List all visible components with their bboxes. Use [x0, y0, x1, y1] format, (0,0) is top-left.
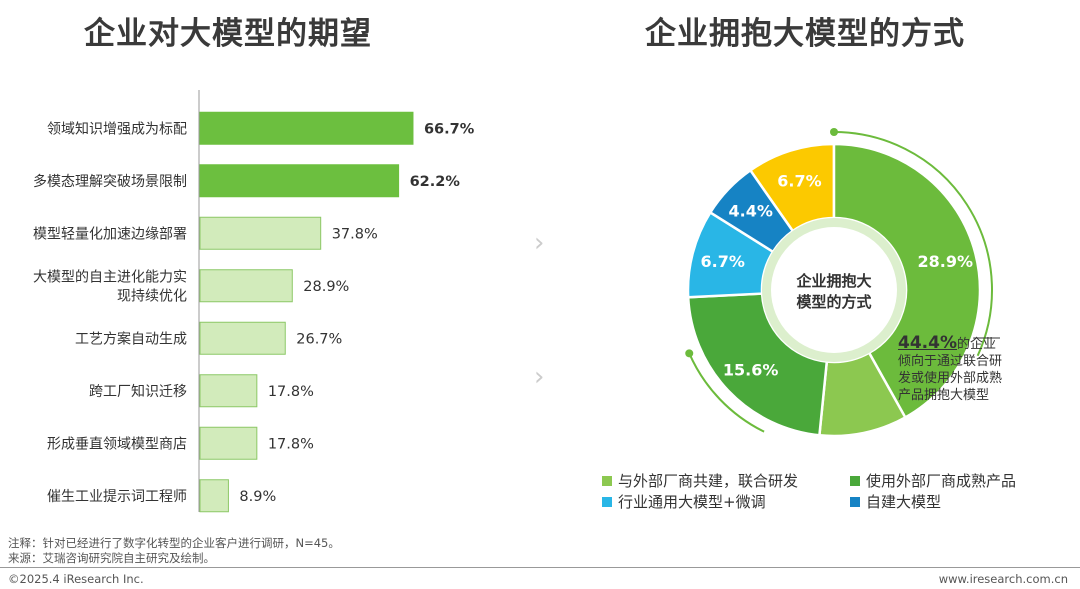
bar — [199, 111, 414, 145]
bar — [199, 164, 400, 198]
category-label: 跨工厂知识迁移 — [89, 383, 187, 400]
footer-divider — [0, 567, 1080, 568]
legend-swatch — [602, 475, 612, 486]
slice-label: 6.7% — [777, 171, 821, 190]
center-disk — [771, 227, 897, 353]
category-label: 形成垂直领域模型商店 — [47, 435, 187, 452]
source-text: 来源：艾瑞咨询研究院自主研究及绘制。 — [8, 551, 215, 565]
slice-label: 4.4% — [728, 202, 772, 221]
legend-item: 使用外部厂商成熟产品 — [850, 470, 1016, 491]
bar-value-label: 62.2% — [410, 174, 461, 190]
bar-value-label: 28.9% — [303, 279, 349, 295]
note-text: 注释：针对已经进行了数字化转型的企业客户进行调研，N=45。 — [8, 536, 340, 550]
bar-value-label: 17.8% — [268, 436, 314, 452]
chevron-right-icon: › — [534, 362, 545, 392]
donut-center-label: 模型的方式 — [796, 293, 871, 311]
category-label: 领域知识增强成为标配 — [47, 120, 187, 137]
copyright-text: ©2025.4 iResearch Inc. — [8, 572, 144, 586]
legend-swatch — [602, 496, 612, 507]
bar-value-label: 37.8% — [332, 226, 378, 242]
left-chart-title: 企业对大模型的期望 — [84, 16, 372, 52]
legend-swatch — [850, 475, 860, 486]
donut-slice — [686, 292, 829, 437]
legend-label: 行业通用大模型+微调 — [618, 493, 766, 511]
decorative-arc — [833, 131, 993, 357]
legend-label: 与外部厂商共建，联合研发 — [618, 472, 799, 490]
decorative-dot — [830, 128, 838, 136]
chevron-right-icon: › — [534, 228, 545, 258]
bar — [199, 374, 258, 408]
bar — [199, 269, 293, 303]
bar-value-label: 26.7% — [296, 331, 342, 347]
category-label: 工艺方案自动生成 — [75, 330, 187, 347]
bar-value-label: 8.9% — [239, 489, 276, 505]
bar — [199, 321, 286, 355]
donut-center-label: 企业拥抱大 — [795, 272, 871, 290]
legend-item: 自建大模型 — [850, 491, 941, 512]
donut-callout: 44.4%的企业倾向于通过联合研发或使用外部成熟产品拥抱大模型 — [898, 335, 1008, 404]
category-label: 大模型的自主进化能力实 — [33, 269, 187, 285]
expectation-bar-chart: 66.7% 领域知识增强成为标配 62.2% 多模态理解突破场景限制 37.8% 模型轻量… — [33, 90, 475, 513]
chart-notes: 注释：针对已经进行了数字化转型的企业客户进行调研，N=45。 来源：艾瑞咨询研究… — [8, 536, 340, 566]
callout-value: 44.4% — [898, 333, 957, 353]
legend-item: 行业通用大模型+微调 — [602, 491, 766, 512]
bar — [199, 216, 322, 250]
callout-text: 的企业倾向于通过联合研发或使用外部成熟产品拥抱大模型 — [898, 337, 1003, 403]
donut-slice — [832, 142, 982, 420]
legend-item: 与外部厂商共建，联合研发 — [602, 470, 798, 491]
decorative-arc — [688, 352, 765, 433]
slice-label: 6.7% — [701, 252, 745, 271]
legend-label: 使用外部厂商成熟产品 — [866, 472, 1017, 490]
bar — [199, 479, 229, 513]
right-chart-title: 企业拥抱大模型的方式 — [645, 16, 965, 52]
bar-value-label: 66.7% — [424, 121, 475, 137]
legend-swatch — [850, 496, 860, 507]
bar — [199, 426, 258, 460]
bar-value-label: 17.8% — [268, 384, 314, 400]
website-text: www.iresearch.com.cn — [938, 572, 1068, 586]
slice-label: 28.9% — [918, 252, 974, 271]
category-label: 模型轻量化加速边缘部署 — [33, 226, 187, 242]
category-label: 多模态理解突破场景限制 — [33, 173, 187, 190]
slice-label: 15.6% — [723, 360, 779, 379]
category-label: 现持续优化 — [117, 287, 187, 304]
decorative-dot — [685, 349, 694, 358]
adoption-donut-chart: 6.7% 28.9% 15.6% 6.7% 4.4% 企业拥抱大模型的方式 — [685, 128, 1000, 438]
legend-label: 自建大模型 — [866, 493, 942, 511]
category-label: 催生工业提示词工程师 — [47, 489, 187, 505]
